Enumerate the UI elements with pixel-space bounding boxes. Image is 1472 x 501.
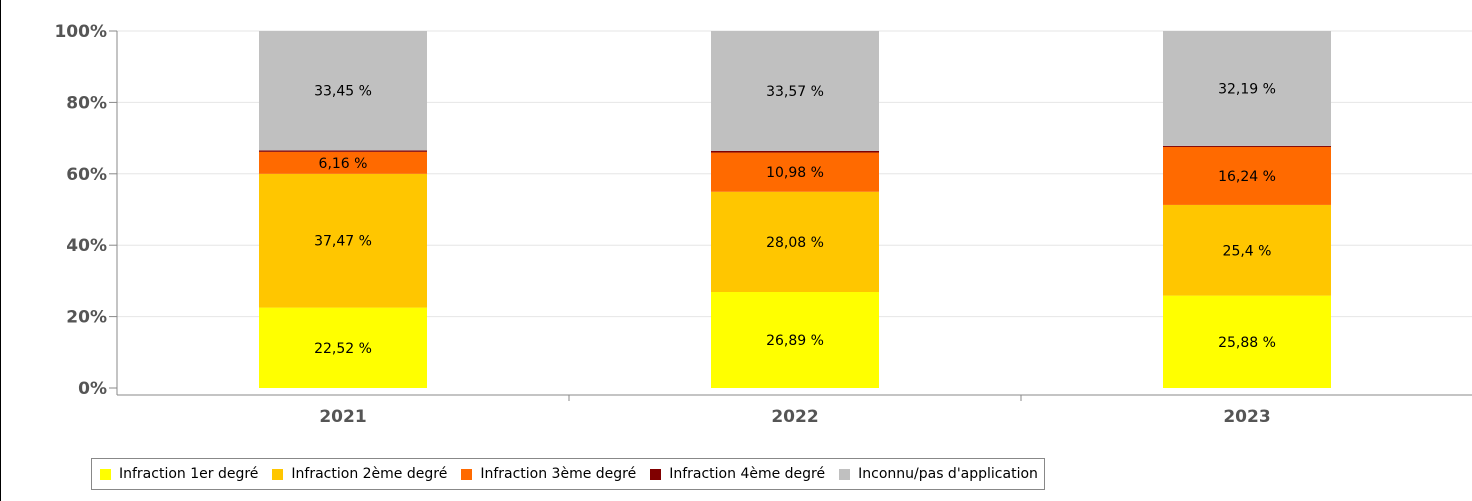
data-label: 33,57 % bbox=[766, 84, 824, 100]
bar-segment bbox=[259, 150, 427, 152]
y-tick-label: 40% bbox=[66, 236, 107, 256]
bar-segment bbox=[259, 173, 427, 308]
data-label: 28,08 % bbox=[766, 235, 824, 251]
bar-segment bbox=[711, 152, 879, 192]
bar-segment bbox=[1163, 145, 1331, 147]
y-tick-label: 0% bbox=[78, 379, 107, 399]
bar-segment bbox=[259, 307, 427, 388]
axes: 0% 20% 40% 60% 80% 100% 2021 2022 2023 bbox=[54, 22, 1472, 427]
legend-swatch bbox=[650, 468, 662, 480]
x-tick-label: 2023 bbox=[1223, 407, 1270, 427]
legend-item: Inconnu/pas d'application bbox=[839, 466, 1038, 482]
legend-label: Infraction 1er degré bbox=[119, 466, 259, 482]
legend-label: Infraction 3ème degré bbox=[480, 466, 637, 482]
data-label: 37,47 % bbox=[314, 234, 372, 250]
bars bbox=[259, 31, 1331, 388]
legend-swatch bbox=[100, 468, 111, 480]
bar-segment bbox=[711, 150, 879, 153]
legend-label: Infraction 2ème degré bbox=[291, 466, 448, 482]
bar-segment bbox=[1163, 31, 1331, 146]
data-label: 22,52 % bbox=[314, 341, 372, 357]
legend-swatch bbox=[461, 468, 473, 480]
legend-label: Infraction 4ème degré bbox=[669, 466, 826, 482]
bar-segment bbox=[1163, 204, 1331, 296]
data-label: 6,16 % bbox=[319, 156, 368, 172]
legend-swatch bbox=[272, 468, 284, 480]
legend: Infraction 1er degré Infraction 2ème degr… bbox=[91, 458, 1045, 490]
legend-item: Infraction 4ème degré bbox=[650, 466, 825, 482]
legend-item: Infraction 1er degré bbox=[100, 466, 258, 482]
bar-segment bbox=[259, 31, 427, 151]
data-label: 25,88 % bbox=[1218, 335, 1276, 351]
data-labels: 22,52 % 37,47 % 6,16 % 33,45 % 26,89 % 28,08 … bbox=[314, 81, 1276, 356]
data-label: 32,19 % bbox=[1218, 81, 1276, 97]
legend-swatch bbox=[839, 468, 851, 480]
data-label: 16,24 % bbox=[1218, 169, 1276, 185]
legend-item: Infraction 3ème degré bbox=[461, 466, 636, 482]
y-tick-label: 100% bbox=[54, 22, 107, 42]
legend-label: Inconnu/pas d'application bbox=[858, 466, 1038, 482]
bar-segment bbox=[711, 31, 879, 151]
y-tick-label: 20% bbox=[66, 308, 107, 328]
bar-segment bbox=[1163, 295, 1331, 388]
y-tick-label: 80% bbox=[66, 93, 107, 113]
data-label: 25,4 % bbox=[1223, 243, 1272, 259]
bar-segment bbox=[259, 151, 427, 174]
bar-segment bbox=[711, 191, 879, 293]
x-tick-label: 2021 bbox=[319, 407, 366, 427]
data-label: 10,98 % bbox=[766, 165, 824, 181]
bar-segment bbox=[1163, 146, 1331, 205]
data-label: 33,45 % bbox=[314, 84, 372, 100]
legend-item: Infraction 2ème degré bbox=[272, 466, 447, 482]
bar-segment bbox=[711, 292, 879, 388]
y-tick-label: 60% bbox=[66, 165, 107, 185]
data-label: 26,89 % bbox=[766, 333, 824, 349]
x-tick-label: 2022 bbox=[771, 407, 818, 427]
